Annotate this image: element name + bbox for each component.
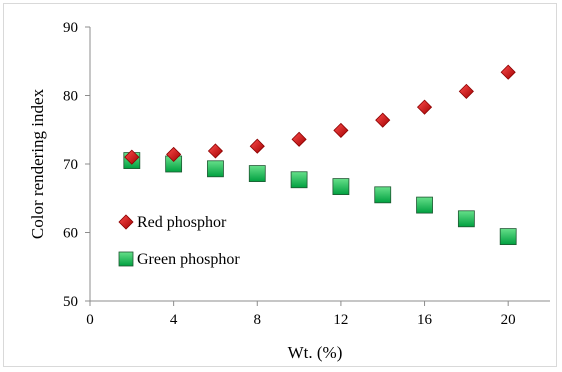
chart-frame xyxy=(3,3,557,367)
x-axis-title: Wt. (%) xyxy=(288,343,343,362)
red-phosphor-point xyxy=(291,131,307,147)
y-axis-title: Color rendering index xyxy=(28,88,47,239)
green-phosphor-point xyxy=(457,210,475,228)
x-tick-label: 16 xyxy=(417,312,433,328)
green-phosphor-point xyxy=(332,178,350,196)
green-phosphor-point xyxy=(499,228,517,246)
legend-marker-red xyxy=(118,214,134,230)
y-tick-label: 50 xyxy=(63,294,78,310)
red-phosphor-point xyxy=(124,149,140,165)
legend-marker-green xyxy=(118,251,134,267)
legend: Red phosphor Green phosphor xyxy=(118,214,240,268)
legend-label: Green phosphor xyxy=(137,251,240,268)
y-tick-label: 90 xyxy=(63,20,78,36)
red-phosphor-point xyxy=(166,146,182,162)
x-tick-label: 20 xyxy=(501,312,516,328)
green-phosphor-point xyxy=(248,165,266,182)
red-phosphor-point xyxy=(458,83,474,99)
green-phosphor-point xyxy=(207,160,224,178)
red-phosphor-point xyxy=(416,99,433,115)
red-phosphor-point xyxy=(375,112,391,128)
green-phosphor-point xyxy=(416,196,433,214)
green-phosphor-point xyxy=(374,186,392,204)
y-tick-label: 80 xyxy=(63,89,78,105)
x-tick-label: 8 xyxy=(254,312,262,328)
x-tick-label: 12 xyxy=(333,312,348,328)
tick-labels: 50 60 70 80 90 0 4 8 12 16 20 xyxy=(63,20,516,328)
x-tick-label: 0 xyxy=(86,312,94,328)
green-phosphor-point xyxy=(290,171,308,189)
data-points xyxy=(123,64,517,246)
legend-label: Red phosphor xyxy=(137,214,227,231)
red-phosphor-point xyxy=(249,138,265,154)
red-phosphor-point xyxy=(207,143,224,159)
x-tick-label: 4 xyxy=(170,312,178,328)
red-phosphor-point xyxy=(500,64,516,80)
axes xyxy=(85,26,550,306)
y-tick-label: 70 xyxy=(63,157,78,173)
y-tick-label: 60 xyxy=(63,226,78,242)
red-phosphor-point xyxy=(333,122,349,139)
